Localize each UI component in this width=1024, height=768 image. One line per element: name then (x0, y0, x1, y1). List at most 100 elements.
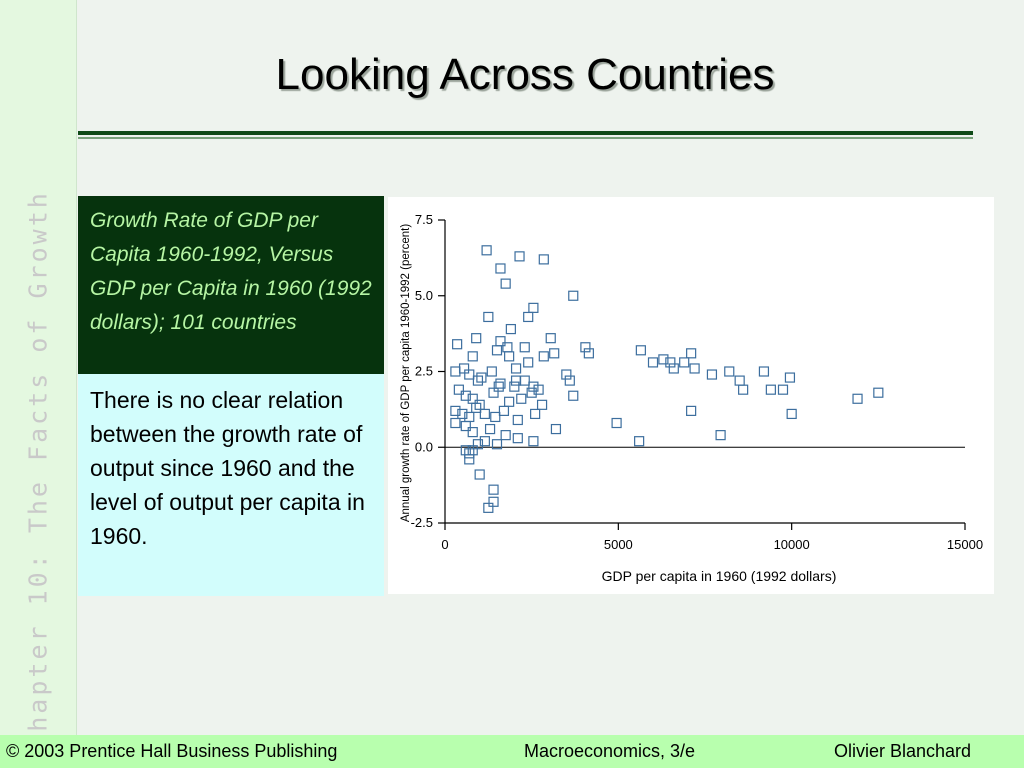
footer-author: Olivier Blanchard (834, 741, 972, 761)
data-point (536, 399, 548, 410)
data-point (706, 369, 718, 380)
x-tick-label: 5000 (604, 537, 633, 552)
data-point (549, 348, 560, 359)
data-point (580, 342, 591, 353)
chart-caption: Growth Rate of GDP per Capita 1960-1992,… (90, 209, 372, 334)
data-point (686, 405, 697, 416)
data-point (512, 414, 523, 426)
data-point (491, 345, 503, 356)
data-point (528, 436, 539, 447)
y-tick-label: 0.0 (415, 439, 433, 454)
data-point (488, 484, 499, 495)
data-point (758, 366, 770, 377)
data-point (467, 427, 478, 438)
data-point (765, 384, 776, 395)
data-point (460, 420, 471, 432)
data-point (583, 348, 594, 359)
scatter-chart: -2.5 0.0 2.5 5.0 7.5 0 5000 10000 15000 GDP per… (400, 212, 983, 584)
data-point (568, 290, 579, 301)
sidebar-band: Chapter 10: The Facts of Growth (0, 0, 77, 750)
chapter-label: Chapter 10: The Facts of Growth (23, 190, 53, 750)
data-point (458, 363, 470, 374)
chart-panel: -2.5 0.0 2.5 5.0 7.5 0 5000 10000 15000 GDP per… (388, 197, 994, 594)
data-point (498, 405, 510, 416)
title-rule-thin (78, 137, 973, 139)
data-point (453, 384, 464, 395)
data-point (538, 254, 549, 265)
data-point (528, 381, 539, 392)
data-point (734, 375, 745, 386)
data-point (488, 496, 499, 507)
data-point (873, 387, 884, 398)
footer-copyright: © 2003 Prentice Hall Business Publishing (6, 741, 338, 761)
data-point (472, 439, 484, 450)
data-point (481, 245, 492, 256)
data-point (611, 417, 622, 429)
data-point (514, 251, 525, 262)
data-point (467, 393, 478, 404)
data-point (486, 366, 497, 377)
data-point (495, 336, 506, 347)
data-point (777, 384, 789, 395)
data-point (474, 469, 485, 480)
data-point (491, 439, 503, 450)
title-rule (78, 131, 973, 135)
data-point (852, 393, 863, 404)
data-point (502, 342, 513, 353)
data-point (528, 302, 539, 313)
data-point (479, 436, 490, 447)
data-point (516, 393, 527, 404)
data-point (450, 366, 461, 377)
data-point (500, 430, 511, 441)
data-point (493, 381, 504, 392)
footer-bar: © 2003 Prentice Hall Business Publishing… (0, 735, 1024, 768)
data-point (495, 263, 506, 274)
data-point (568, 390, 579, 401)
data-point (533, 384, 544, 395)
data-point (545, 333, 556, 344)
y-axis-label: Annual growth rate of GDP per capita 196… (400, 224, 412, 522)
data-point (476, 372, 487, 383)
data-point (464, 369, 475, 380)
data-point (784, 372, 796, 383)
data-point (488, 387, 499, 398)
data-point (724, 366, 735, 377)
data-point (484, 423, 496, 435)
data-point (647, 357, 659, 368)
data-point (509, 381, 520, 392)
data-point (457, 408, 468, 420)
y-tick-label: 7.5 (415, 212, 433, 227)
chart-caption-box: Growth Rate of GDP per Capita 1960-1992,… (78, 196, 384, 374)
data-point (530, 408, 541, 420)
x-axis-label: GDP per capita in 1960 (1992 dollars) (602, 568, 837, 584)
data-point (472, 375, 484, 386)
data-point (500, 278, 511, 289)
explanation-box: There is no clear relation between the g… (78, 374, 384, 596)
data-point (460, 390, 471, 401)
data-point (512, 433, 523, 444)
y-tick-label: -2.5 (411, 515, 433, 530)
data-point (479, 408, 490, 420)
data-point (665, 357, 676, 368)
data-point (464, 454, 475, 465)
data-point (561, 369, 572, 380)
data-point (504, 351, 515, 362)
data-point (505, 323, 516, 335)
data-point (467, 351, 478, 362)
slide-title: Looking Across Countries (275, 50, 775, 99)
data-point (450, 405, 461, 416)
y-tick-label: 2.5 (415, 364, 433, 379)
data-point (668, 363, 679, 374)
data-point (504, 396, 515, 407)
data-point (550, 423, 562, 435)
y-tick-label: 5.0 (415, 288, 433, 303)
data-point (519, 375, 530, 386)
data-point (474, 399, 485, 410)
data-point (519, 342, 530, 353)
data-point (658, 354, 669, 365)
data-point (523, 357, 534, 368)
data-point (715, 430, 726, 441)
data-point (483, 502, 494, 513)
data-point (471, 402, 482, 413)
data-point (786, 408, 797, 420)
